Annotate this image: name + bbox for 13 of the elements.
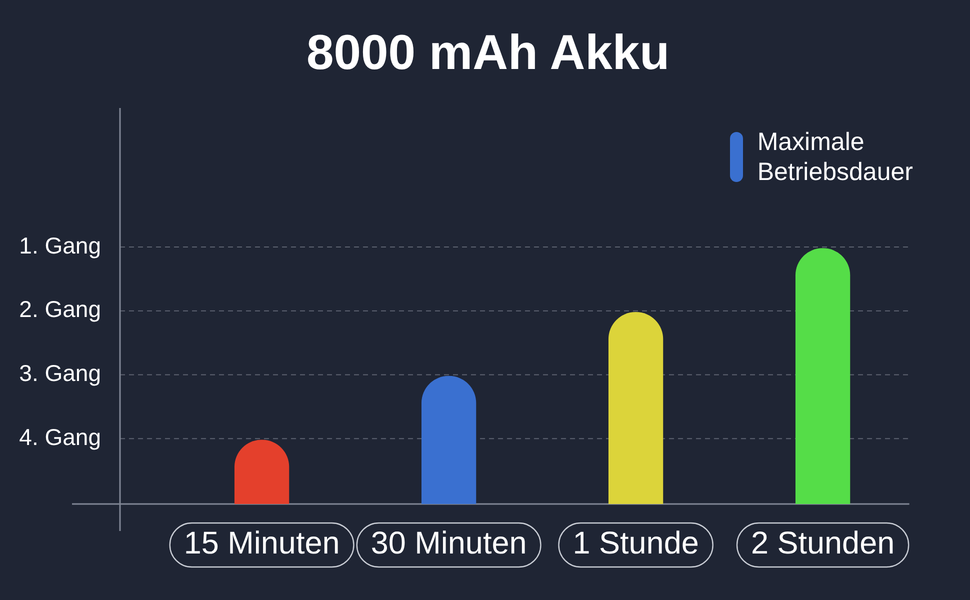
x-tick-label: 30 Minuten <box>370 524 527 561</box>
x-tick-label: 15 Minuten <box>184 524 340 561</box>
ref-line-label: 2. Gang <box>19 296 101 322</box>
legend-label: Maximale Betriebsdauer <box>757 127 914 187</box>
bar <box>421 376 476 504</box>
ref-line-label: 1. Gang <box>19 232 101 258</box>
ref-line-label: 4. Gang <box>19 424 101 450</box>
x-tick-label: 1 Stunde <box>572 524 699 561</box>
chart-title: 8000 mAh Akku <box>306 26 670 80</box>
x-tick-label: 2 Stunden <box>750 524 895 561</box>
bar <box>795 248 850 504</box>
bar <box>608 312 664 504</box>
ref-line-label: 3. Gang <box>19 360 101 386</box>
